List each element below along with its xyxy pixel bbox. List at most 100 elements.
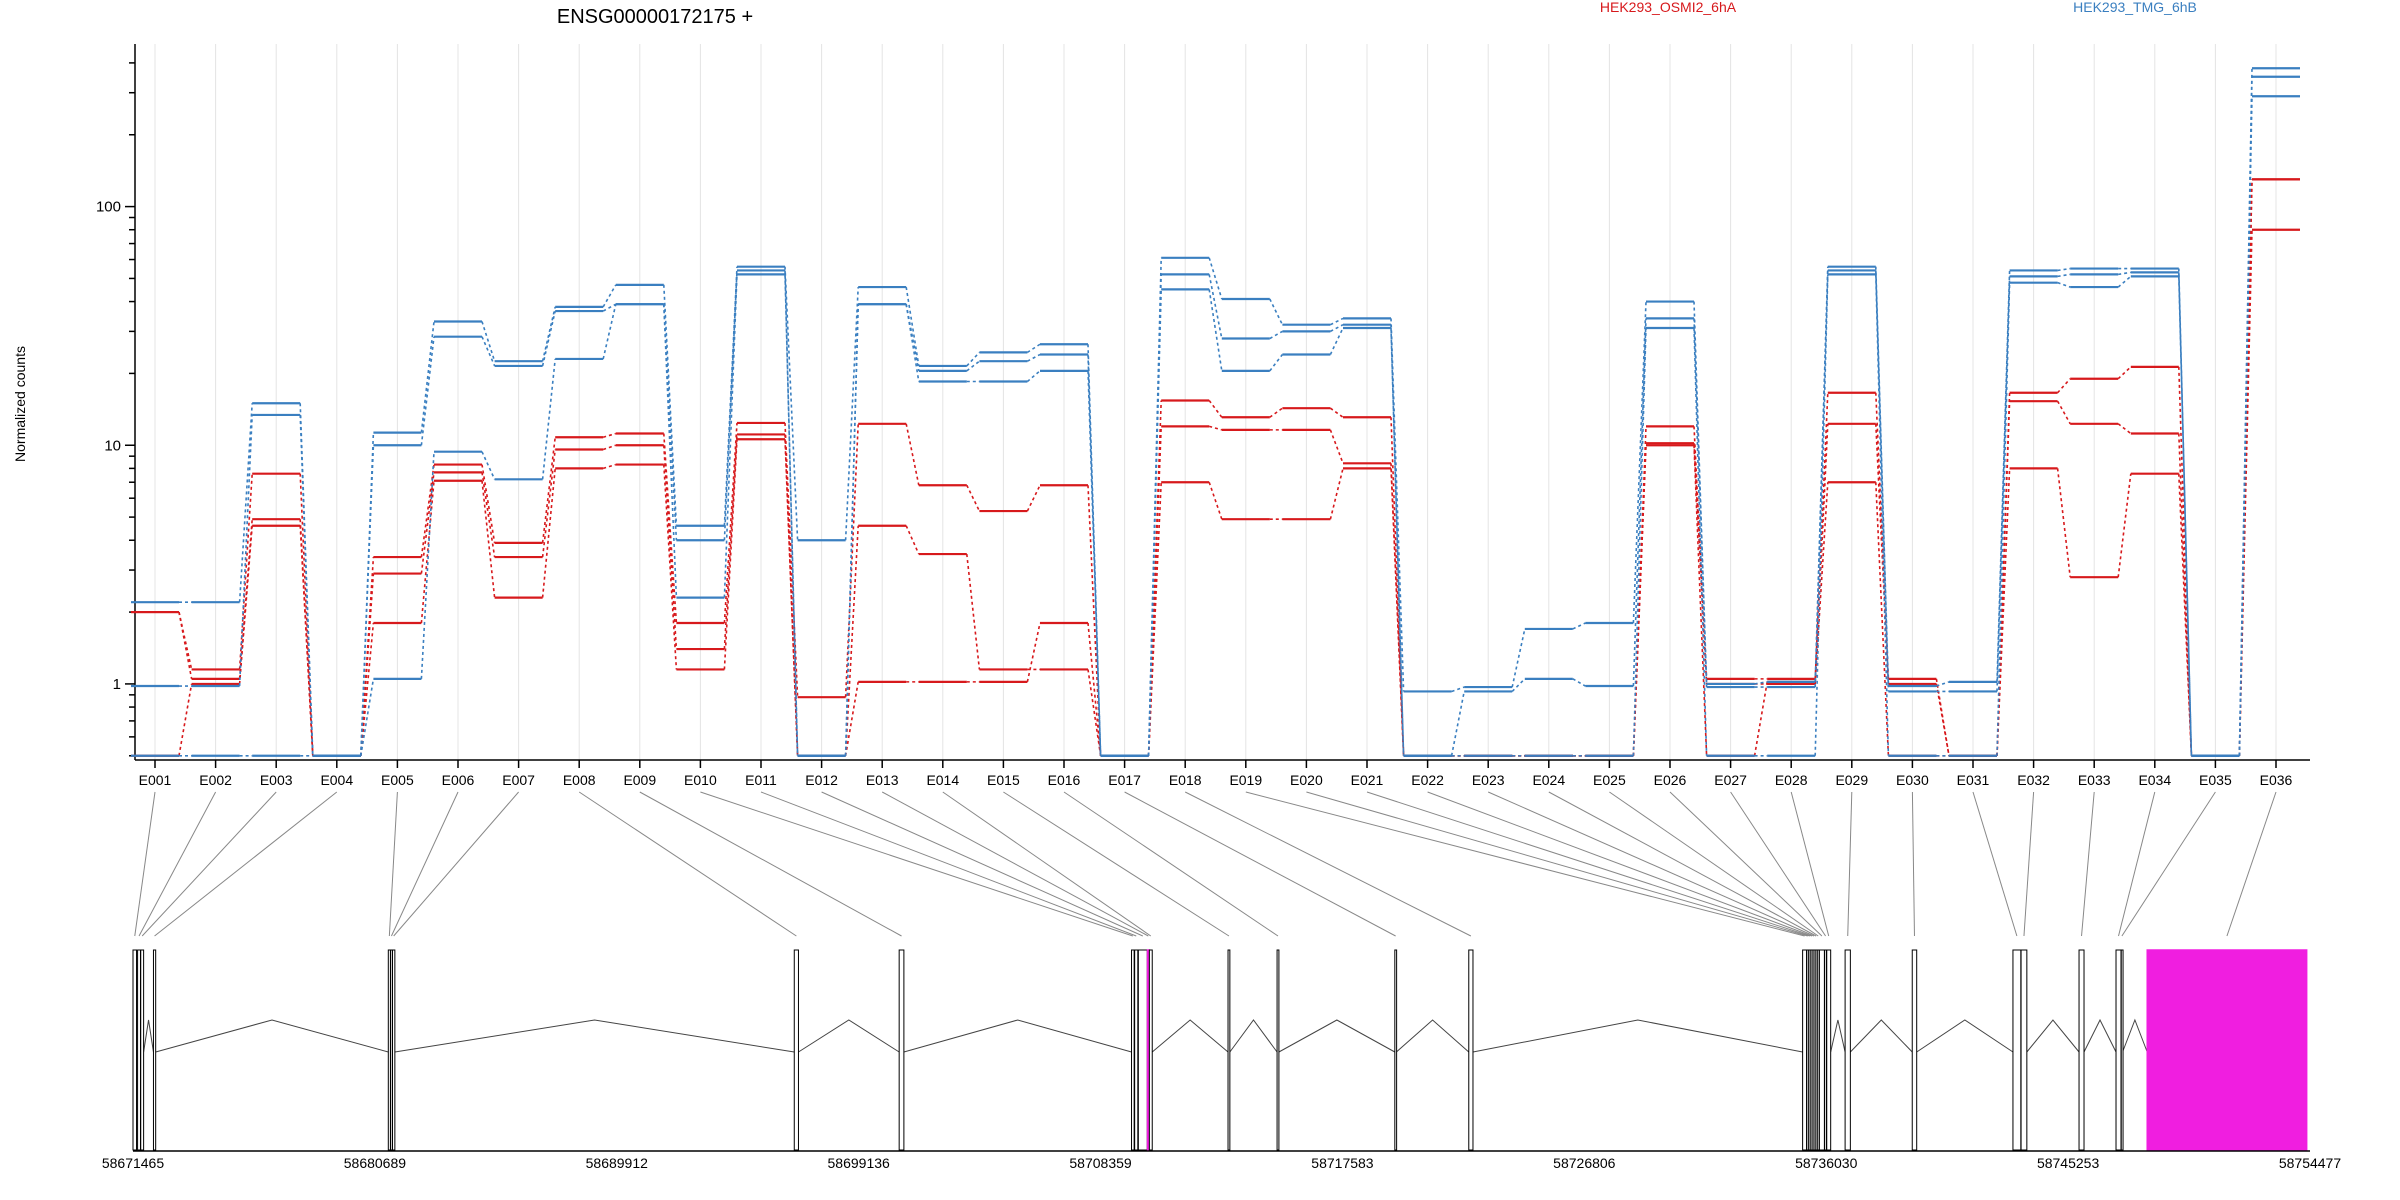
- exon-box-e023: [1812, 949, 1816, 1151]
- intron-line: [1830, 1019, 1846, 1053]
- series-segment: [1996, 282, 2011, 756]
- series-segment: [178, 611, 193, 670]
- x-tick-label: E007: [502, 772, 535, 788]
- x-tick-label: E024: [1532, 772, 1565, 788]
- exon-connector: [1366, 791, 1810, 937]
- series-segment: [663, 445, 678, 650]
- series-segment: [1147, 482, 1162, 756]
- y-tick-label: 1: [113, 676, 121, 693]
- series-segment: [481, 472, 496, 558]
- axes: 1 10 100 E001 E002 E003 E004 E005 E006 E007 E008 E0…: [96, 44, 2310, 788]
- exon-box-e035: [2120, 949, 2124, 1151]
- exon-connector: [2081, 791, 2095, 937]
- x-tick-label: E013: [866, 772, 899, 788]
- series-5: [131, 75, 2300, 757]
- series-segment: [481, 480, 496, 598]
- exon-connector: [2226, 791, 2277, 937]
- exon-box-e029: [1844, 949, 1851, 1151]
- x-tick-label: E020: [1290, 772, 1323, 788]
- exon-box-e018: [1468, 949, 1474, 1151]
- intron-line: [155, 1019, 389, 1053]
- series-segment: [784, 422, 799, 698]
- series-segment: [178, 683, 193, 756]
- series-segment: [481, 336, 496, 367]
- series-segment: [1087, 622, 1102, 756]
- series-segment: [1330, 317, 1344, 326]
- intron-line: [2083, 1018, 2117, 1053]
- intron-line: [143, 1019, 154, 1053]
- x-tick-label: E033: [2078, 772, 2111, 788]
- exon-box-e012: [1137, 949, 1148, 1151]
- series-segment: [1996, 401, 2011, 756]
- y-tick-label: 10: [104, 437, 121, 454]
- x-tick-label: E014: [926, 772, 959, 788]
- series-segment: [844, 304, 859, 756]
- exon-box-e016: [1276, 949, 1280, 1151]
- series-segment: [2238, 229, 2253, 756]
- x-tick-label: E026: [1654, 772, 1687, 788]
- x-tick-label: E006: [442, 772, 475, 788]
- series-segment: [1875, 266, 1890, 687]
- series-segment: [905, 304, 920, 382]
- exon-box-e026: [1818, 949, 1825, 1151]
- series-segment: [844, 423, 859, 698]
- exon-box-e011: [1134, 949, 1139, 1151]
- x-tick-label: E017: [1108, 772, 1141, 788]
- intron-line: [903, 1019, 1132, 1053]
- series-segment: [1329, 327, 1344, 355]
- series-segment: [1875, 482, 1890, 756]
- x-tick-label: E028: [1775, 772, 1808, 788]
- x-tick-label: E002: [199, 772, 232, 788]
- exon-box-e033: [2078, 949, 2085, 1151]
- intron-line: [1472, 1019, 1803, 1053]
- x-tick-label: E031: [1957, 772, 1990, 788]
- series-segment: [238, 525, 253, 684]
- genomic-tick-label: 58736030: [1795, 1155, 1858, 1171]
- series-segment: [420, 336, 435, 446]
- series-segment: [1269, 330, 1283, 340]
- x-tick-label: E019: [1229, 772, 1262, 788]
- series-segment: [663, 284, 678, 526]
- genomic-tick-label: 58689912: [586, 1155, 649, 1171]
- series-segment: [541, 306, 556, 362]
- series-segment: [844, 525, 859, 756]
- x-tick-label: E023: [1472, 772, 1505, 788]
- series-segment: [1572, 622, 1586, 630]
- series-segment: [784, 274, 799, 756]
- exon-connector: [578, 791, 797, 937]
- series-segment: [1754, 681, 1768, 685]
- genomic-tick-label: 58754477: [2279, 1155, 2342, 1171]
- series-segment: [602, 432, 617, 439]
- series-segment: [1753, 681, 1768, 756]
- exon-box-e015: [1227, 949, 1231, 1151]
- x-tick-label: E015: [987, 772, 1020, 788]
- series-segment: [2056, 468, 2071, 578]
- grid-lines: [154, 44, 2277, 760]
- series-segment: [1208, 289, 1223, 371]
- series-segment: [1875, 274, 1890, 756]
- series-segment: [844, 287, 859, 541]
- gene-model: [132, 949, 2308, 1151]
- series-segment: [2057, 273, 2071, 278]
- series-segment: [905, 304, 920, 371]
- series-segment: [966, 351, 980, 367]
- exon-connector: [821, 791, 1144, 937]
- series-segment: [360, 622, 375, 756]
- exon-connector: [390, 791, 459, 937]
- exon-box-e009: [898, 949, 905, 1151]
- series-segment: [2118, 271, 2131, 276]
- genomic-axis: 58671465 58680689 58689912 58699136 58708359…: [102, 1150, 2342, 1171]
- x-tick-label: E029: [1835, 772, 1868, 788]
- exon-connector: [1487, 791, 1815, 937]
- series-segment: [1632, 318, 1647, 687]
- exon-box-e001: [132, 949, 138, 1151]
- series-segment: [1936, 681, 1950, 687]
- series-segment: [481, 321, 496, 362]
- intron-line: [1229, 1019, 1278, 1053]
- x-tick-label: E036: [2260, 772, 2293, 788]
- x-tick-label: E012: [805, 772, 838, 788]
- series-segment: [602, 463, 617, 470]
- series-segment: [1087, 344, 1102, 756]
- series-segment: [1269, 407, 1283, 418]
- series-segment: [541, 468, 556, 598]
